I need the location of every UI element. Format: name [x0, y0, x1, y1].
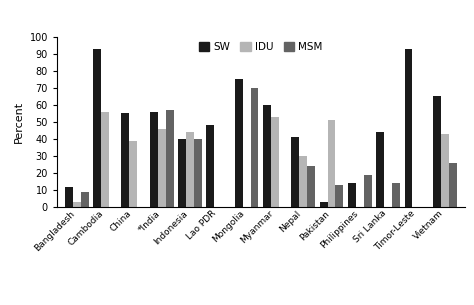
Legend: SW, IDU, MSM: SW, IDU, MSM [199, 42, 323, 52]
Bar [271, 117, 279, 207]
Bar [121, 113, 129, 207]
Bar [291, 137, 299, 207]
Bar [73, 202, 81, 207]
Bar [81, 192, 89, 207]
Bar [158, 129, 165, 207]
Bar [364, 175, 372, 207]
Bar [101, 112, 109, 207]
Bar [250, 88, 258, 207]
Bar [235, 79, 243, 207]
Bar [392, 184, 400, 207]
Bar [336, 185, 343, 207]
Bar [178, 139, 186, 207]
Bar [150, 112, 158, 207]
Y-axis label: Percent: Percent [14, 101, 24, 143]
Bar [441, 134, 449, 207]
Bar [404, 48, 412, 207]
Bar [449, 163, 456, 207]
Bar [319, 202, 328, 207]
Bar [165, 110, 173, 207]
Bar [65, 187, 73, 207]
Bar [307, 167, 315, 207]
Bar [328, 120, 336, 207]
Bar [129, 141, 137, 207]
Bar [299, 156, 307, 207]
Bar [433, 96, 441, 207]
Bar [194, 139, 202, 207]
Bar [263, 105, 271, 207]
Bar [206, 125, 214, 207]
Bar [348, 184, 356, 207]
Bar [186, 132, 194, 207]
Bar [376, 132, 384, 207]
Bar [93, 48, 101, 207]
